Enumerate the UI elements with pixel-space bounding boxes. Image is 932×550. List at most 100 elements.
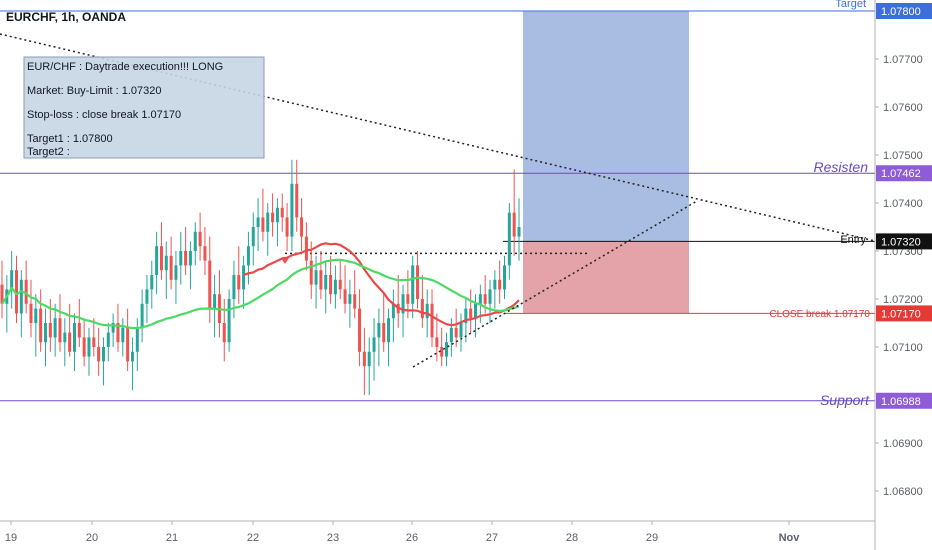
candle-body (517, 227, 521, 237)
candle-body (280, 207, 284, 218)
candle-body (425, 303, 429, 319)
price-tick-label: 1.07400 (883, 198, 923, 210)
candle-body (87, 337, 91, 357)
candle-body (242, 265, 246, 290)
candle-body (145, 289, 149, 304)
time-tick-label: 27 (486, 532, 498, 544)
candle-body (353, 294, 357, 309)
info-line-5: Target2 : (27, 146, 70, 158)
candle-body (39, 308, 43, 343)
candle-body (92, 337, 96, 347)
candle-body (97, 347, 101, 362)
candle-body (488, 289, 492, 304)
candle-body (101, 347, 105, 362)
price-tick-label: 1.06900 (883, 438, 923, 450)
price-tag-stop (876, 305, 932, 322)
candle-body (256, 217, 260, 227)
candle-body (29, 303, 33, 323)
candle-body (0, 284, 4, 304)
loss-zone (523, 241, 689, 314)
candle-body (164, 255, 168, 271)
candle-body (324, 275, 328, 290)
info-line-2: Market: Buy-Limit : 1.07320 (27, 85, 162, 97)
candle-body (391, 303, 395, 319)
candle-body (435, 337, 439, 347)
time-axis[interactable]: 19 20 21 22 23 26 27 28 29 Nov (5, 521, 800, 544)
price-tag-level (876, 165, 932, 182)
candle-body (121, 327, 125, 343)
resistance-label: Resisten (814, 159, 869, 175)
candle-body (130, 351, 134, 362)
candle-body (116, 323, 120, 343)
candle-body (251, 227, 255, 247)
candle-body (416, 265, 420, 299)
candle-body (203, 246, 207, 261)
candle-body (377, 323, 381, 338)
time-tick-label: 26 (406, 532, 418, 544)
candles (0, 159, 521, 395)
candle-body (445, 342, 449, 357)
candle-body (454, 327, 458, 338)
time-tick-label: 28 (566, 532, 578, 544)
support-label: Support (820, 392, 870, 408)
info-line-4: Target1 : 1.07800 (27, 133, 113, 145)
candle-body (387, 318, 391, 343)
info-box: EUR/CHF : Daytrade execution!!! LONG Mar… (23, 56, 265, 159)
candle-body (208, 260, 212, 309)
candle-body (304, 236, 308, 261)
candle-body (314, 270, 318, 285)
candle-body (43, 323, 47, 343)
candle-body (19, 279, 23, 314)
time-tick-label: 20 (86, 532, 98, 544)
candle-body (459, 323, 463, 338)
candle-body (140, 303, 144, 328)
candle-body (469, 308, 473, 319)
candle-body (159, 246, 163, 271)
info-line-3: Stop-loss : close break 1.07170 (27, 109, 181, 121)
candle-body (411, 265, 415, 304)
marker-triangle (281, 258, 289, 264)
candle-body (478, 294, 482, 304)
candle-body (72, 323, 76, 352)
candle-body (10, 270, 14, 290)
price-tick-label: 1.06800 (883, 486, 923, 498)
candle-body (343, 289, 347, 304)
profit-zone (523, 11, 689, 242)
candle-body (493, 279, 497, 290)
candle-body (474, 303, 478, 319)
candle-body (150, 275, 154, 290)
candle-body (401, 294, 405, 314)
horizontal-levels (0, 10, 875, 402)
candle-body (174, 265, 178, 280)
candle-body (169, 255, 173, 280)
candle-body (227, 299, 231, 343)
candle-body (319, 270, 323, 290)
candle-body (420, 299, 424, 319)
candle-body (372, 337, 376, 352)
candle-body (338, 279, 342, 290)
candle-body (193, 231, 197, 251)
price-axis[interactable]: 1.077001.076001.075001.074001.073001.072… (875, 54, 923, 498)
price-tick-label: 1.07200 (883, 294, 923, 306)
candle-body (290, 183, 294, 237)
candle-body (309, 260, 313, 285)
candle-body (483, 294, 487, 304)
candle-body (188, 251, 192, 266)
time-tick-label: 29 (646, 532, 658, 544)
price-tag-label: 1.07320 (881, 236, 921, 248)
candle-body (155, 246, 159, 275)
candle-body (77, 323, 81, 338)
price-tag-entry (876, 233, 932, 250)
candle-body (135, 327, 139, 352)
price-tags: 1.07800 1.07462 1.07320 1.07170 1.06988 (876, 3, 932, 409)
price-tag-label: 1.07170 (881, 308, 921, 320)
candle-body (300, 217, 304, 237)
time-tick-label: 19 (5, 532, 17, 544)
target-label: Target (835, 0, 866, 10)
price-tick-label: 1.07500 (883, 150, 923, 162)
candle-body (261, 217, 265, 232)
candle-body (63, 332, 67, 343)
candle-body (237, 275, 241, 290)
position-zones (523, 11, 689, 314)
